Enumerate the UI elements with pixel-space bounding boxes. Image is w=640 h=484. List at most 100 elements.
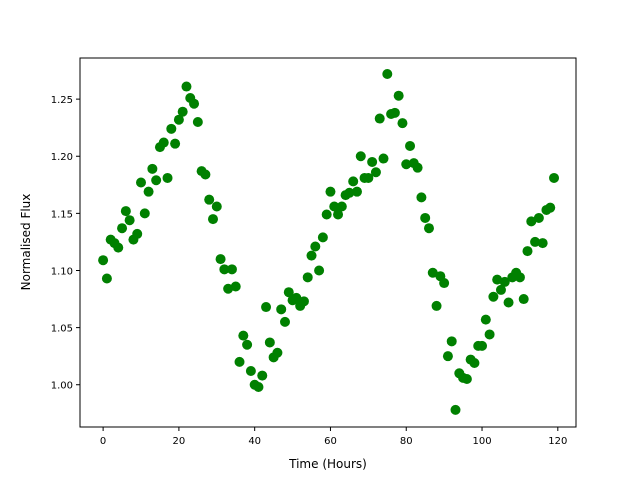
data-point [469,358,480,369]
data-point [177,106,188,117]
data-point [207,214,218,225]
data-point [484,329,495,340]
data-point [427,267,438,278]
data-point [101,273,112,284]
data-point [530,236,541,247]
data-point [378,153,389,164]
data-point [401,159,412,170]
plot-frame [79,57,577,428]
data-point [238,330,249,341]
data-point [363,172,374,183]
data-point [306,250,317,261]
data-point [226,264,237,275]
data-point [132,228,143,239]
data-point [257,370,268,381]
x-axis-label: Time (Hours) [288,457,367,471]
data-point [189,98,200,109]
data-point [450,404,461,415]
data-point [245,366,256,377]
data-point [397,118,408,129]
data-point [223,283,234,294]
data-point [549,172,560,183]
data-point [446,336,457,347]
data-point [355,151,366,162]
data-point [321,209,332,220]
data-point [389,107,400,118]
data-point [158,137,169,148]
data-point [314,265,325,276]
data-point [173,114,184,125]
data-point [518,294,529,305]
data-point [215,254,226,265]
data-point [503,297,514,308]
data-point [495,284,506,295]
data-point [204,194,215,205]
data-point [261,302,272,313]
x-tick-label: 40 [248,436,261,447]
data-point [120,206,131,217]
data-point [98,255,109,266]
x-tick-label: 80 [400,436,413,447]
data-point [329,201,340,212]
data-point [325,186,336,197]
data-point [136,177,147,188]
data-point [526,216,537,227]
data-point [499,276,510,287]
data-point [242,339,253,350]
data-point [405,140,416,151]
data-point [348,176,359,187]
data-point [336,201,347,212]
y-tick-label: 1.00 [51,381,73,392]
data-point [492,274,503,285]
data-point [166,123,177,134]
data-point [162,172,173,183]
data-point [276,304,287,315]
data-point [143,186,154,197]
data-point [253,382,264,393]
x-tick-label: 120 [548,436,567,447]
x-axis: 0 20 40 60 80 100 120 [100,427,567,447]
data-point [370,167,381,178]
y-axis: 1.00 1.05 1.10 1.15 1.20 1.25 [51,95,80,392]
data-point [477,340,488,351]
y-tick-label: 1.20 [51,152,73,163]
data-point [431,300,442,311]
data-point [442,351,453,362]
x-tick-label: 60 [324,436,337,447]
data-point [117,223,128,234]
data-point [374,113,385,124]
data-point [461,374,472,385]
data-point [279,316,290,327]
data-point [420,212,431,223]
data-point [298,296,309,307]
data-point [170,138,181,149]
data-point [291,292,302,303]
data-point [230,281,241,292]
data-point [151,175,162,186]
data-points [98,68,560,415]
data-point [317,232,328,243]
data-point [283,287,294,298]
data-point [545,202,556,213]
data-point [219,264,230,275]
data-point [439,278,450,289]
y-tick-label: 1.10 [51,266,73,277]
data-point [211,201,222,212]
x-tick-label: 20 [173,436,186,447]
data-point [302,272,313,283]
data-point [382,68,393,79]
x-tick-label: 100 [472,436,491,447]
data-point [393,90,404,101]
data-point [351,186,362,197]
y-tick-label: 1.15 [51,209,73,220]
data-point [200,169,211,180]
data-point [333,209,344,220]
y-tick-label: 1.05 [51,324,73,335]
data-point [522,246,533,257]
data-point [124,215,135,226]
data-point [113,242,124,253]
y-tick-label: 1.25 [51,95,73,106]
data-point [310,241,321,252]
y-axis-label: Normalised Flux [19,194,33,291]
